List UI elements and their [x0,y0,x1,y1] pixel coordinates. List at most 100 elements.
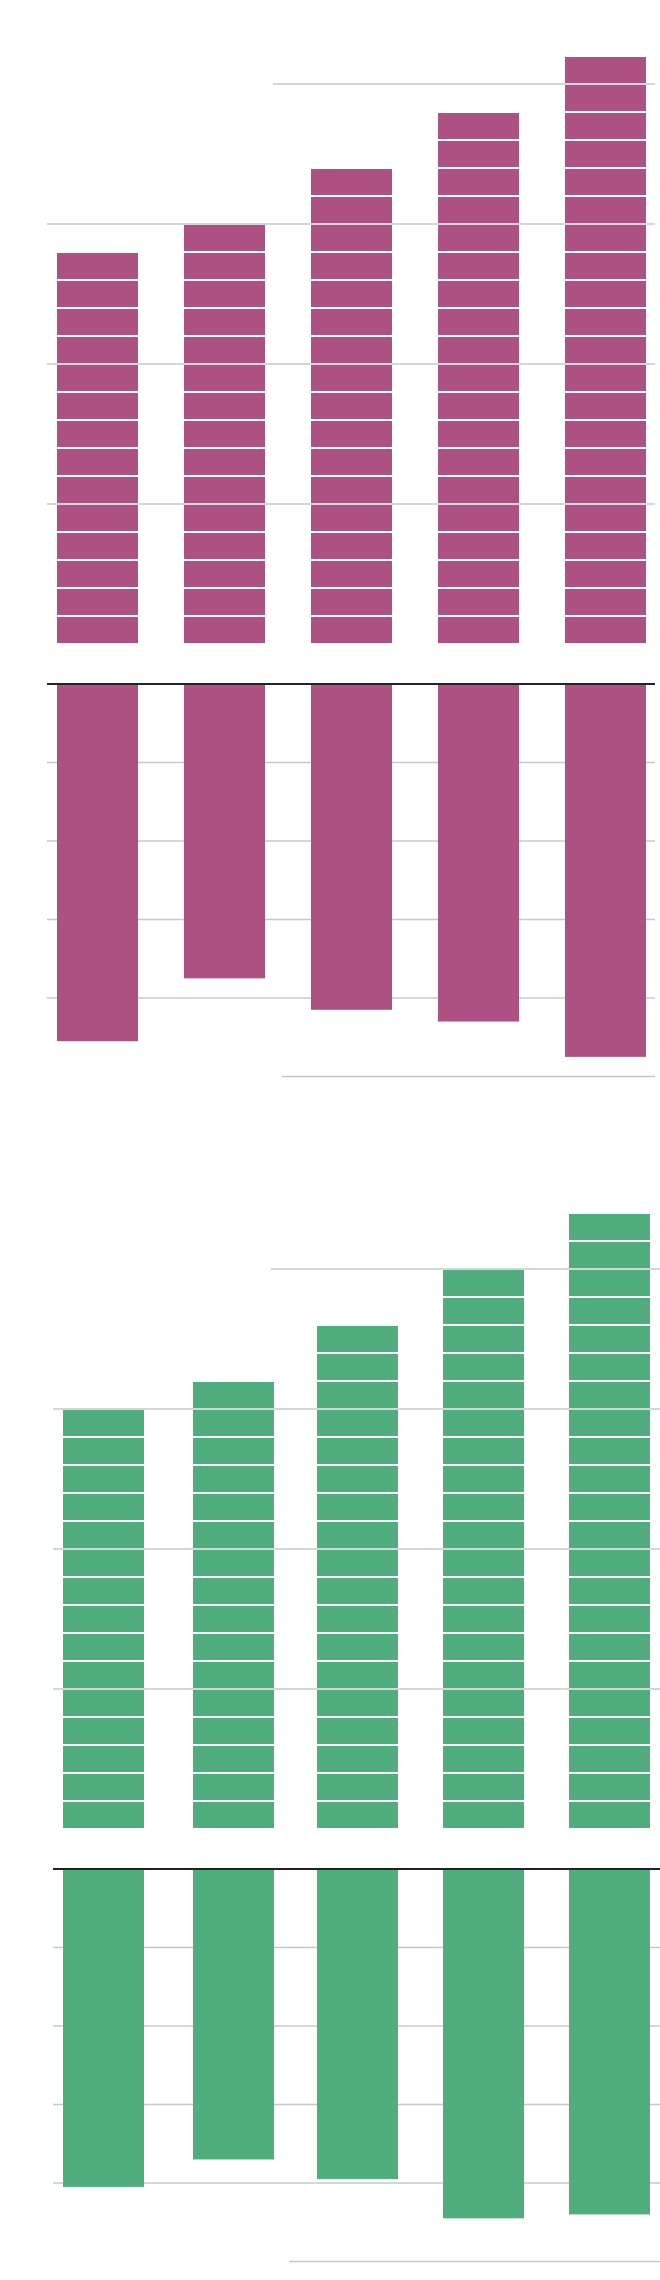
bar-unit-block [569,1802,650,1828]
bar-unit-block [311,477,392,503]
bar-unit-block [317,1550,398,1576]
bar-unit-block [184,337,265,363]
bar-unit-block [565,57,646,83]
bar-positive [443,1270,524,1828]
bar-unit-block [565,393,646,419]
bar-unit-block [438,365,519,391]
bar-unit-block [63,1550,144,1576]
bar-unit-block [438,309,519,335]
bar-unit-block [193,1550,274,1576]
bar-unit-block [184,365,265,391]
bar-unit-block [193,1690,274,1716]
bar-unit-block [438,337,519,363]
bar-unit-block [438,169,519,195]
bar-unit-block [569,1466,650,1492]
bar-unit-block [443,1438,524,1464]
bar-unit-block [57,477,138,503]
bar-unit-block [57,309,138,335]
bar-unit-block [438,449,519,475]
bar-unit-block [317,1746,398,1772]
bar-unit-block [443,1690,524,1716]
bar-unit-block [569,1494,650,1520]
bar-unit-block [193,1802,274,1828]
bar-unit-block [569,1354,650,1380]
bar-unit-block [311,561,392,587]
bar-unit-block [63,1438,144,1464]
bar-positive [569,1214,650,1828]
bar-unit-block [57,281,138,307]
green-bar-chart [53,1214,660,2263]
bar-unit-block [311,337,392,363]
bar-unit-block [311,449,392,475]
bar-unit-block [193,1718,274,1744]
bar-unit-block [443,1326,524,1352]
bar-unit-block [184,477,265,503]
bar-unit-block [193,1746,274,1772]
bar-unit-block [317,1438,398,1464]
bar-unit-block [569,1382,650,1408]
bar-unit-block [565,477,646,503]
bar-negative [565,684,646,1057]
negative-bars [57,684,646,1057]
bar-unit-block [569,1690,650,1716]
bar-unit-block [184,589,265,615]
bar-unit-block [57,589,138,615]
bar-unit-block [184,617,265,643]
bar-negative [317,1869,398,2180]
bar-unit-block [438,253,519,279]
bar-unit-block [443,1550,524,1576]
bar-unit-block [569,1242,650,1268]
bar-unit-block [311,309,392,335]
bar-unit-block [565,141,646,167]
bar-unit-block [57,253,138,279]
bar-unit-block [311,281,392,307]
bar-unit-block [193,1634,274,1660]
bar-unit-block [317,1634,398,1660]
bar-unit-block [438,197,519,223]
bar-unit-block [565,113,646,139]
bar-unit-block [184,393,265,419]
bar-unit-block [317,1354,398,1380]
bar-unit-block [565,337,646,363]
bar-unit-block [569,1774,650,1800]
bar-unit-block [317,1802,398,1828]
bar-unit-block [438,589,519,615]
bar-unit-block [317,1662,398,1688]
bar-unit-block [57,365,138,391]
bar-unit-block [311,589,392,615]
bar-unit-block [63,1746,144,1772]
bar-unit-block [569,1606,650,1632]
bar-unit-block [193,1438,274,1464]
bar-unit-block [565,281,646,307]
bar-unit-block [565,225,646,251]
bar-negative [569,1869,650,2215]
bar-unit-block [63,1718,144,1744]
bar-unit-block [443,1634,524,1660]
bar-positive [184,225,265,643]
bar-unit-block [565,533,646,559]
bar-unit-block [438,113,519,139]
bar-unit-block [438,561,519,587]
bar-unit-block [569,1270,650,1296]
bar-unit-block [317,1718,398,1744]
bar-unit-block [311,365,392,391]
bar-unit-block [317,1494,398,1520]
bar-unit-block [565,85,646,111]
bar-unit-block [193,1382,274,1408]
bar-unit-block [63,1606,144,1632]
bar-unit-block [569,1578,650,1604]
bar-unit-block [317,1774,398,1800]
bar-unit-block [184,561,265,587]
positive-bars [63,1214,650,1828]
bar-unit-block [443,1382,524,1408]
bar-unit-block [317,1326,398,1352]
bar-unit-block [443,1746,524,1772]
bar-unit-block [317,1382,398,1408]
bar-unit-block [438,281,519,307]
purple-bar-chart [47,57,655,1078]
bar-positive [311,169,392,643]
bar-unit-block [438,533,519,559]
bar-unit-block [443,1270,524,1296]
bar-unit-block [565,309,646,335]
bar-unit-block [438,477,519,503]
